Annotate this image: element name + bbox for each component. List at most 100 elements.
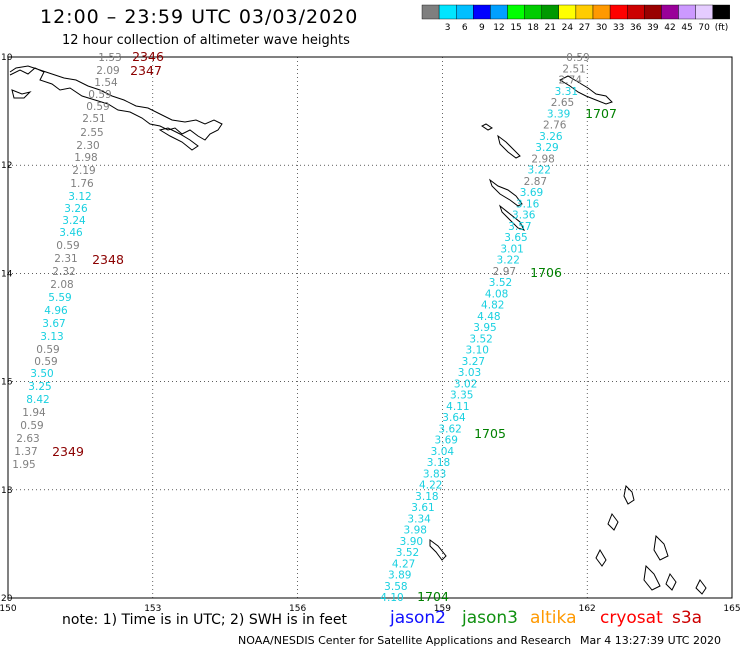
coastline-solomons-island-3 [489,178,523,207]
swh-value: 0.59 [34,356,57,368]
swh-value: 3.90 [400,536,423,548]
swh-value: 3.89 [388,570,411,582]
swh-value: 3.36 [512,210,536,222]
legend-tick-label: 70 [698,23,710,33]
swh-value: 4.22 [419,480,442,492]
coastline-solomons-island-2 [497,134,521,159]
swh-value: 3.34 [407,513,431,525]
lon-tick-label: 153 [144,604,161,614]
legend-cryosat: cryosat [600,608,663,628]
lon-tick-label: 165 [723,604,740,614]
legend-swatch [609,4,628,20]
swh-value: 0.59 [566,52,589,64]
track-east: 0.592.512.743.312.653.392.763.263.292.98… [380,52,589,604]
legend-tick-label: 27 [579,23,590,33]
swh-value: 4.48 [477,311,500,323]
swh-value: 3.95 [473,322,496,334]
swh-value: 1.53 [98,52,121,64]
legend-unit: (ft) [715,23,729,33]
legend-swatch [507,4,525,20]
swh-value: 3.31 [555,86,578,98]
swh-value: 8.42 [26,394,49,406]
swh-value: 2.30 [76,140,99,152]
swh-value: 0.59 [36,344,59,356]
lat-tick-label: 16 [1,378,13,388]
legend-swatch [524,4,542,20]
page-subtitle: 12 hour collection of altimeter wave hei… [62,33,350,48]
swh-value: 3.29 [535,142,558,154]
swh-value: 0.59 [20,420,43,432]
swh-value: 3.52 [489,277,512,289]
lat-tick-label: 10 [1,53,13,63]
swh-value: 3.50 [30,368,53,380]
pass-time-label: 1706 [530,265,562,280]
pass-time-label: 2346 [132,49,164,64]
legend-tick-label: 33 [613,23,624,33]
legend-tick-label: 36 [630,23,642,33]
swh-value: 4.08 [485,288,508,300]
legend-swatch [644,4,662,20]
swh-value: 3.52 [469,333,492,345]
legend-swatch [421,4,440,20]
legend-swatch [695,4,713,20]
lat-tick-label: 14 [1,269,13,279]
swh-value: 2.51 [82,113,105,125]
track-west: 1.532.091.540.590.592.512.552.301.982.19… [12,52,121,471]
legend-tick-label: 39 [647,23,659,33]
swh-value: 2.76 [543,120,567,132]
swh-value: 4.11 [446,401,469,413]
swh-value: 2.63 [16,433,39,445]
swh-value: 4.27 [392,558,415,570]
legend-swatch [575,4,594,20]
map-grid: 150 153 156 159 162 165 10 12 14 16 18 20 [0,53,740,614]
swh-value: 2.65 [551,97,574,109]
color-legend: 3 6 9 12 15 18 21 24 27 30 33 36 39 42 45 70 (ft) [421,4,731,33]
swh-value: 3.12 [68,191,91,203]
pass-time-label: 1707 [585,106,617,121]
legend-swatch [661,4,679,20]
swh-value: 3.01 [500,243,523,255]
legend-tick-label: 15 [510,23,521,33]
swh-value: 3.10 [466,345,489,357]
legend-swatch [558,4,577,20]
swh-value: 3.57 [508,221,531,233]
swh-value: 2.87 [524,176,547,188]
swh-value: 3.13 [40,331,63,343]
pass-time-label: 2348 [92,252,124,267]
legend-jason2: jason2 [390,608,446,628]
lat-tick-label: 12 [1,161,12,171]
swh-value: 2.55 [80,127,103,139]
swh-value: 2.97 [493,266,516,278]
legend-tick-label: 24 [562,23,574,33]
map-frame [7,56,733,599]
coastline-vanuatu-1 [623,484,635,505]
coastline-layer [9,65,707,595]
lon-tick-label: 156 [289,604,306,614]
swh-value: 3.26 [64,203,88,215]
legend-tick-label: 3 [445,23,451,33]
coastline-solomons-island [481,123,493,131]
swh-value: 0.59 [86,101,109,113]
swh-value: 1.54 [94,77,118,89]
legend-altika: altika [530,608,577,628]
swh-value: 3.22 [528,165,551,177]
footer-note: note: 1) Time is in UTC; 2) SWH is in fe… [62,612,348,628]
page-title: 12:00 – 23:59 UTC 03/03/2020 [40,6,359,28]
swh-value: 3.61 [411,502,434,514]
coastline-vanuatu-5 [665,572,677,591]
lon-tick-label: 162 [579,604,596,614]
swh-value: 2.98 [531,153,554,165]
legend-jason3: jason3 [462,608,518,628]
swh-value: 2.32 [52,266,75,278]
legend-swatch [712,4,731,20]
legend-swatch [678,4,696,20]
legend-tick-label: 30 [596,23,608,33]
coastline-vanuatu-7 [695,579,707,595]
swh-value: 3.25 [28,381,51,393]
pass-time-label: 1705 [474,426,506,441]
swh-value: 3.69 [435,435,458,447]
swh-value: 3.39 [547,108,570,120]
